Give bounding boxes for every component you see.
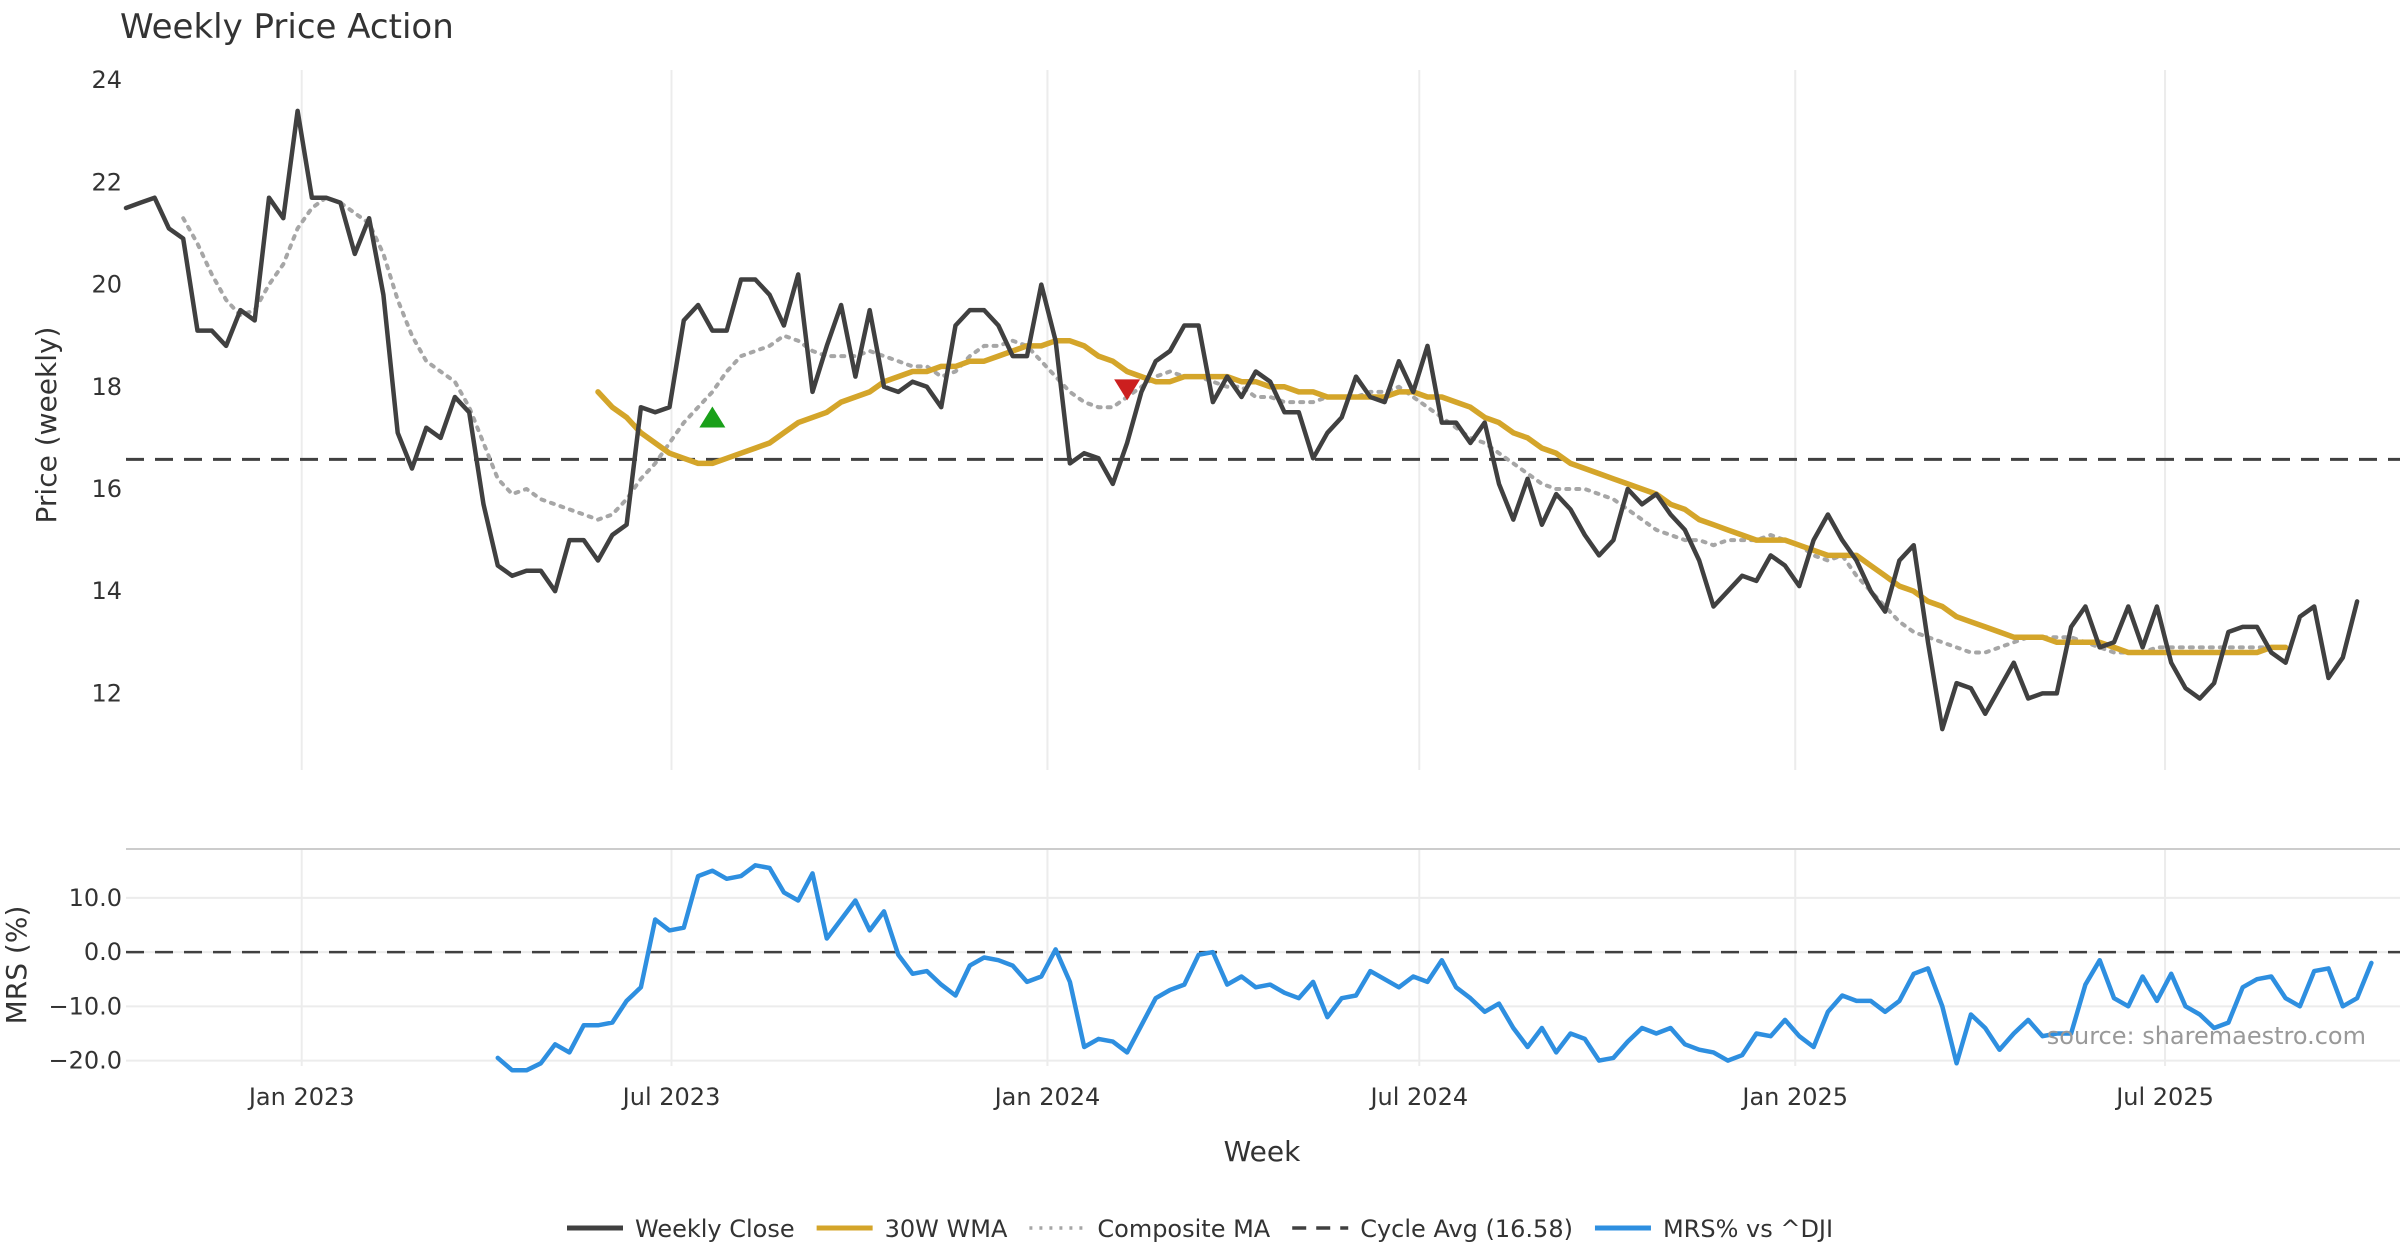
x-axis-label: Week <box>1224 1135 1301 1168</box>
source-note: source: sharemaestro.com <box>2047 1022 2366 1050</box>
legend-label: 30W WMA <box>885 1215 1008 1243</box>
x-tick-label: Jul 2024 <box>1368 1083 1468 1111</box>
price-y-tick-labels: 12 14 16 18 20 22 24 <box>91 66 122 707</box>
price-y-tick-label: 16 <box>91 475 122 503</box>
price-y-axis-label: Price (weekly) <box>30 327 63 524</box>
price-y-tick-label: 24 <box>91 66 122 94</box>
mrs-y-tick-label: −20.0 <box>48 1047 122 1075</box>
legend-label: Weekly Close <box>635 1215 795 1243</box>
mrs-y-tick-label: −10.0 <box>48 992 122 1020</box>
weekly-close-line <box>123 108 2360 732</box>
legend-label: MRS% vs ^DJI <box>1663 1215 1833 1243</box>
mrs-y-tick-label: 10.0 <box>69 884 122 912</box>
x-tick-label: Jan 2025 <box>1740 1083 1848 1111</box>
price-panel-gridlines <box>300 70 2167 770</box>
x-tick-label: Jul 2025 <box>2114 1083 2214 1111</box>
price-y-tick-label: 18 <box>91 373 122 401</box>
sell-signal-marker <box>1114 379 1141 401</box>
x-tick-label: Jan 2023 <box>247 1083 355 1111</box>
x-tick-label: Jul 2023 <box>621 1083 721 1111</box>
chart-legend: Weekly Close 30W WMA Composite MA Cycle Avg… <box>567 1215 1833 1243</box>
mrs-y-tick-label: 0.0 <box>84 938 122 966</box>
legend-label: Cycle Avg (16.58) <box>1360 1215 1573 1243</box>
composite-ma-line <box>181 195 2274 655</box>
mrs-y-axis-label: MRS (%) <box>0 906 33 1025</box>
wma-30w-line <box>595 338 2289 656</box>
x-tick-labels: Jan 2023 Jul 2023 Jan 2024 Jul 2024 Jan 2025… <box>247 1083 2214 1111</box>
price-y-tick-label: 20 <box>91 271 122 299</box>
price-y-tick-label: 12 <box>91 679 122 707</box>
mrs-series-group <box>126 863 2400 1073</box>
price-series-group <box>123 108 2400 732</box>
x-tick-label: Jan 2024 <box>993 1083 1101 1111</box>
mrs-y-tick-labels: 10.0 0.0 −10.0 −20.0 <box>48 884 122 1075</box>
price-y-tick-label: 22 <box>91 168 122 196</box>
buy-signal-marker <box>699 406 726 428</box>
mrs-line <box>495 863 2374 1073</box>
legend-label: Composite MA <box>1097 1215 1270 1243</box>
chart-title: Weekly Price Action <box>120 7 454 47</box>
price-y-tick-label: 14 <box>91 577 122 605</box>
